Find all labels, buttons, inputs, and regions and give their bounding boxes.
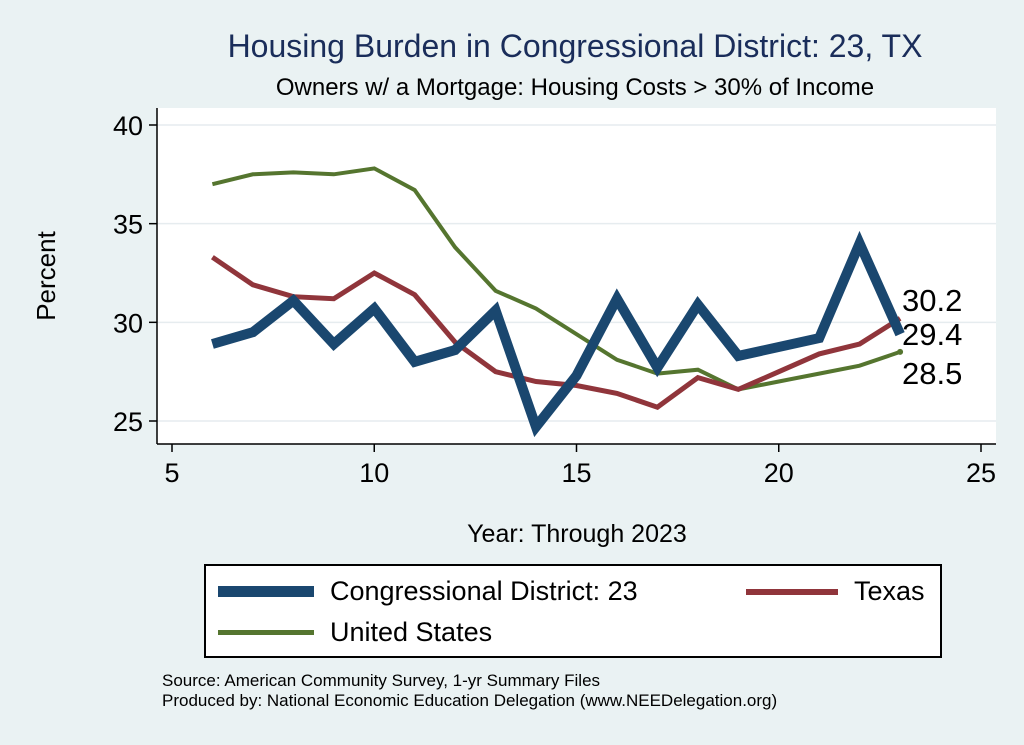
legend-label-district: Congressional District: 23: [330, 576, 638, 606]
legend-swatch-texas: [746, 588, 838, 595]
source-note: Source: American Community Survey, 1-yr …: [162, 671, 777, 711]
line-chart: 25 30 35 40 5 10 15 20 25 30.2 29.4 28.5 Percen…: [31, 108, 996, 548]
x-tick-label: 25: [966, 458, 996, 488]
end-label-united-states: 28.5: [902, 356, 962, 391]
legend-label-united-states: United States: [330, 617, 493, 647]
x-axis-label: Year: Through 2023: [467, 520, 687, 548]
y-tick-label: 40: [113, 111, 143, 141]
y-ticks: 25 30 35 40: [113, 111, 157, 437]
y-axis-label: Percent: [31, 230, 61, 320]
chart-subtitle: Owners w/ a Mortgage: Housing Costs > 30…: [275, 74, 875, 101]
legend: Congressional District: 23 Texas United …: [204, 564, 942, 658]
series-lines: [210, 166, 905, 438]
end-label-district: 29.4: [902, 317, 962, 352]
x-tick-label: 15: [561, 458, 591, 488]
end-labels: 30.2 29.4 28.5: [902, 283, 962, 391]
source-line: Source: American Community Survey, 1-yr …: [162, 671, 601, 690]
legend-swatch-united-states: [218, 630, 314, 635]
end-point-united-states: [897, 348, 904, 355]
x-tick-label: 10: [359, 458, 389, 488]
y-tick-label: 35: [113, 210, 143, 240]
y-tick-label: 25: [113, 407, 143, 437]
x-ticks: 5 10 15 20 25: [164, 444, 996, 488]
chart-title: Housing Burden in Congressional District…: [227, 28, 923, 64]
grid-lines: [157, 124, 996, 422]
series-line-district: [211, 230, 905, 438]
producer-line: Produced by: National Economic Education…: [162, 691, 778, 710]
legend-swatch-district: [218, 586, 314, 597]
legend-item-texas: Texas: [746, 576, 925, 607]
legend-label-texas: Texas: [854, 576, 925, 606]
legend-item-district: Congressional District: 23: [218, 576, 638, 607]
x-tick-label: 20: [764, 458, 794, 488]
legend-item-united-states: United States: [218, 617, 492, 648]
series-line-united-states: [211, 166, 901, 392]
x-tick-label: 5: [164, 458, 179, 488]
end-label-texas: 30.2: [902, 283, 962, 318]
series-line-texas: [210, 255, 902, 410]
y-tick-label: 30: [113, 308, 143, 338]
